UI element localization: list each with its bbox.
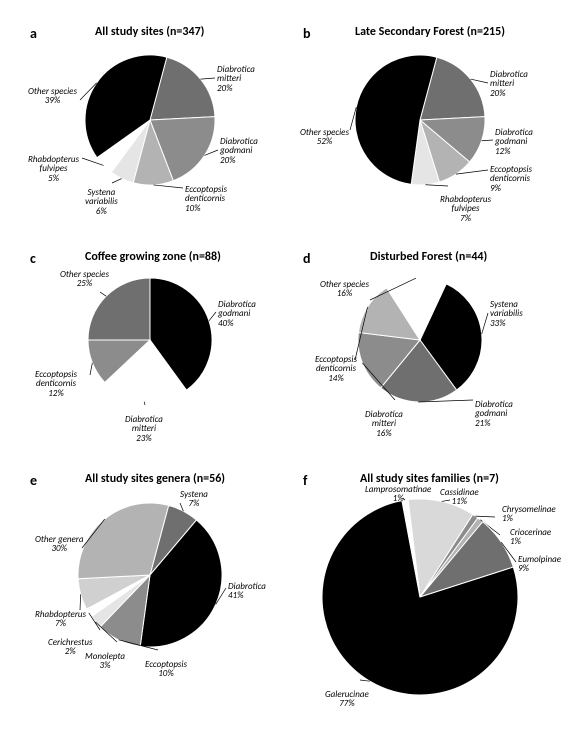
- slice-label: Diabroticamitteri20%: [217, 65, 255, 93]
- slice-label: Diabroticagodmani12%: [495, 128, 533, 156]
- slice-label: Systenavariabilis33%: [490, 300, 523, 328]
- leader-line: [100, 292, 106, 296]
- slice-label: Systena7%: [180, 490, 208, 509]
- leader-line: [209, 312, 216, 321]
- slice-label: Other genera30%: [35, 535, 84, 554]
- panel-letter-a: a: [30, 25, 37, 42]
- slice-label: Diabroticamitteri16%: [365, 410, 403, 438]
- slice-label: Galerucinae77%: [325, 690, 369, 709]
- leader-line: [90, 363, 92, 375]
- slice-label: Rhabdopterusfulvipes5%: [28, 155, 79, 183]
- slice-label: Lamprosomatinae1%: [365, 485, 431, 504]
- leader-line: [475, 516, 495, 517]
- leader-line: [153, 185, 183, 188]
- slice-label: Eccoptopsis10%: [145, 660, 187, 679]
- slice-label: Cerichrestus2%: [48, 638, 92, 657]
- panel-title-b: Late Secondary Forest (n=215): [355, 25, 505, 39]
- slice-label: Eccoptopsisdenticornis12%: [35, 370, 77, 398]
- panel-letter-b: b: [303, 25, 311, 42]
- leader-line: [482, 140, 493, 141]
- slice-label: Criocerinae1%: [510, 528, 551, 547]
- slice-label: Diabroticamitteri20%: [490, 70, 528, 98]
- slice-label: Other species16%: [320, 280, 369, 299]
- slice-label: Other species52%: [300, 128, 349, 147]
- slice-label: Eccoptopsisdenticornis14%: [315, 355, 357, 383]
- panel-title-d: Disturbed Forest (n=44): [370, 250, 487, 264]
- slice-label: Eumolpinae9%: [518, 555, 561, 574]
- panel-letter-c: c: [30, 250, 36, 267]
- slice-label: Diabroticagodmani20%: [220, 137, 258, 165]
- leader-line: [112, 179, 122, 183]
- panel-letter-d: d: [303, 250, 311, 267]
- panel-title-c: Coffee growing zone (n=88): [85, 250, 221, 264]
- slice-label: Rhabdopterus7%: [35, 610, 86, 629]
- leader-line: [425, 185, 448, 186]
- slice-label: Eccoptopsisdenticornis9%: [490, 165, 532, 193]
- slice-label: Eccoptopsisdenticornis10%: [185, 185, 227, 213]
- leader-line: [201, 78, 215, 79]
- leader-line: [482, 313, 488, 334]
- slice-label: Diabroticamitteri23%: [125, 415, 163, 443]
- panel-title-e: All study sites genera (n=56): [85, 472, 225, 486]
- slice-label: Systenavariabilis6%: [85, 188, 118, 216]
- panel-letter-f: f: [303, 472, 307, 489]
- leader-line: [80, 594, 81, 610]
- slice-label: Chrysomelinae1%: [502, 505, 556, 524]
- slice-label: Diabroticagodmani21%: [475, 400, 513, 428]
- slice-label: Diabroticagodmani40%: [218, 300, 256, 328]
- slice-label: Cassidinae11%: [440, 488, 479, 507]
- slice-label: Other species39%: [28, 87, 77, 106]
- slice-label: Other species25%: [60, 270, 109, 289]
- slice-label: Diabrotica41%: [228, 582, 266, 601]
- slice-label: Rhabdopterusfulvipes7%: [440, 195, 491, 223]
- panel-title-a: All study sites (n=347): [95, 25, 204, 39]
- panel-letter-e: e: [30, 472, 37, 489]
